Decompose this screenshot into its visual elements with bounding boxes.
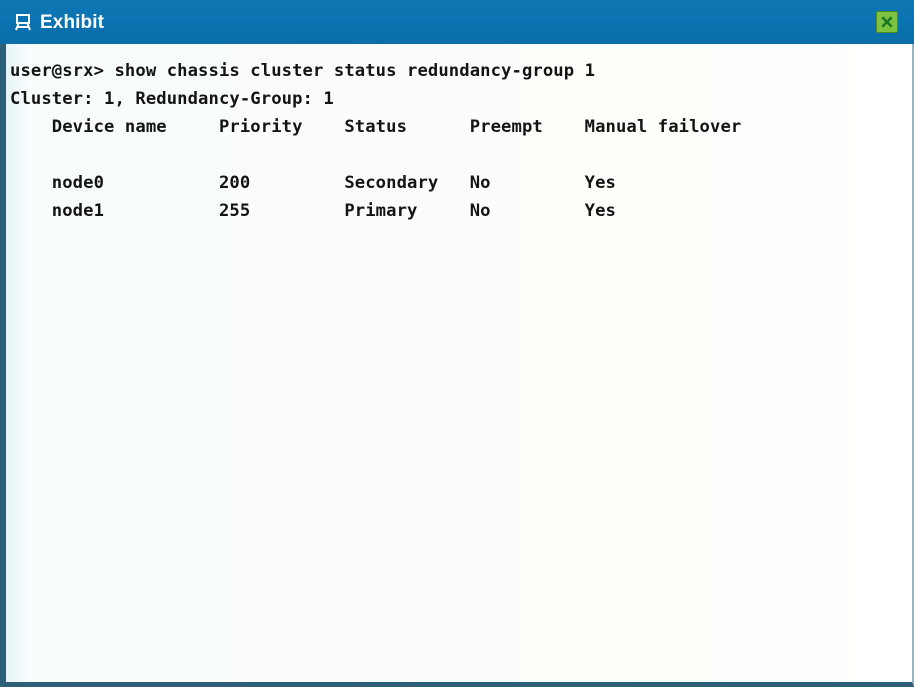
close-button[interactable] [876,11,898,33]
terminal-content-area: user@srx> show chassis cluster status re… [0,44,914,687]
window-title: Exhibit [40,11,105,33]
close-icon [881,16,893,28]
easel-chart-icon [12,11,34,33]
terminal-output: user@srx> show chassis cluster status re… [10,61,742,221]
window-title-bar: Exhibit [0,0,914,44]
